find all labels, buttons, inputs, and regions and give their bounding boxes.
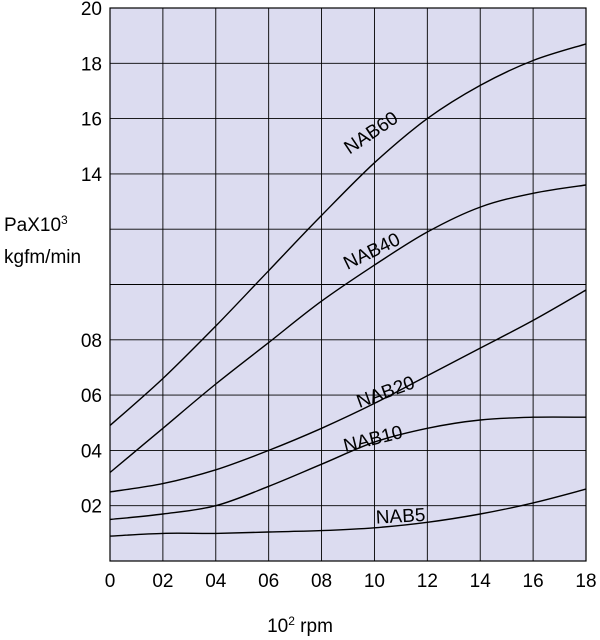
series-lines [109, 43, 587, 537]
series-line-nab40 [109, 184, 587, 474]
y-tick-label: 18 [81, 54, 102, 75]
series-line-nab5 [109, 488, 587, 537]
y-axis-label-line1: PaX103 [4, 214, 68, 235]
y-axis-label-superscript: 3 [61, 213, 68, 227]
series-line-nab10 [109, 416, 587, 521]
x-tick-label: 08 [311, 571, 332, 592]
y-axis-label-line2: kgfm/min [4, 247, 82, 268]
y-axis-label-text: PaX10 [4, 215, 62, 236]
x-tick-labels: 0 02 04 06 08 10 12 14 16 18 [105, 571, 597, 592]
x-tick-label: 10 [364, 571, 385, 592]
series-label-nab5: NAB5 [375, 505, 426, 529]
y-tick-label: 04 [81, 441, 103, 462]
x-tick-label: 02 [152, 571, 173, 592]
x-tick-label: 18 [575, 571, 596, 592]
x-tick-label: 12 [417, 571, 438, 592]
y-tick-label: 06 [81, 386, 102, 407]
x-tick-label: 06 [258, 571, 279, 592]
x-tick-label: 14 [470, 571, 492, 592]
x-axis-label-base: 10 [267, 616, 289, 637]
x-tick-label: 04 [205, 571, 227, 592]
x-axis-label-superscript: 2 [288, 614, 295, 628]
x-axis-label-unit: rpm [294, 616, 333, 637]
x-axis-label: 102 rpm [0, 614, 600, 638]
y-tick-label: 14 [81, 165, 103, 186]
y-tick-labels: 02 04 06 08 14 16 18 20 [81, 0, 103, 518]
y-tick-label: 16 [81, 110, 102, 131]
series-line-nab20 [109, 289, 587, 493]
y-tick-label: 08 [81, 331, 102, 352]
x-tick-label: 16 [523, 571, 544, 592]
series-line-nab60 [109, 43, 587, 427]
x-tick-label: 0 [105, 571, 116, 592]
y-tick-label: 02 [81, 497, 102, 518]
plot-frame [109, 7, 587, 562]
y-tick-label: 20 [81, 0, 102, 20]
